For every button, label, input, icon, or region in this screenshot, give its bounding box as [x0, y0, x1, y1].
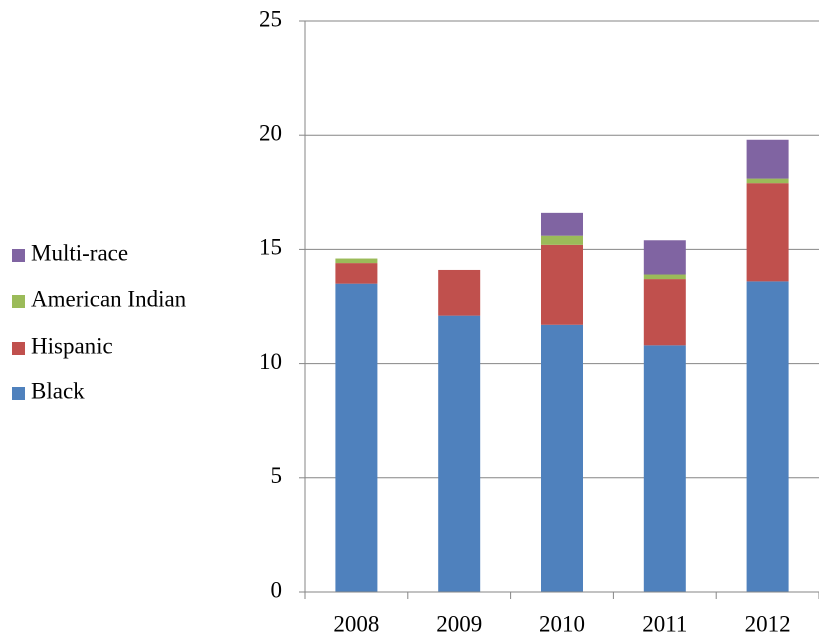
legend-swatch — [12, 387, 25, 400]
y-tick-label: 15 — [259, 235, 282, 260]
bar-segment — [438, 269, 481, 316]
bar-segment — [643, 240, 686, 275]
bar-segment — [438, 315, 481, 592]
bar-segment — [541, 212, 583, 236]
bar-segment — [541, 235, 583, 245]
y-tick-label: 0 — [271, 577, 283, 602]
bar-segment — [746, 281, 789, 592]
y-tick-label: 10 — [259, 349, 282, 374]
x-tick-label: 2010 — [539, 611, 585, 636]
bar-segment — [643, 345, 686, 592]
legend-label: American Indian — [31, 286, 187, 311]
bar-segment — [746, 178, 789, 184]
x-tick-label: 2008 — [333, 611, 379, 636]
bar-segment — [643, 279, 686, 346]
bar-segment — [335, 258, 378, 264]
legend-label: Black — [31, 378, 85, 403]
legend-swatch — [12, 342, 25, 355]
legend-label: Multi-race — [31, 240, 128, 265]
legend-label: Hispanic — [31, 333, 113, 358]
bar-segment — [643, 274, 686, 280]
bar-segment — [746, 183, 789, 282]
bar-segment — [541, 244, 583, 325]
y-tick-label: 25 — [259, 6, 282, 31]
y-tick-label: 20 — [259, 120, 282, 145]
x-tick-label: 2009 — [436, 611, 482, 636]
x-tick-label: 2011 — [642, 611, 687, 636]
bar-segment — [335, 283, 378, 592]
x-tick-label: 2012 — [745, 611, 791, 636]
bar-segment — [746, 139, 789, 179]
legend-swatch — [12, 249, 25, 262]
legend-swatch — [12, 295, 25, 308]
y-tick-label: 5 — [271, 463, 283, 488]
bar-segment — [541, 324, 583, 592]
bar-segment — [335, 263, 378, 284]
